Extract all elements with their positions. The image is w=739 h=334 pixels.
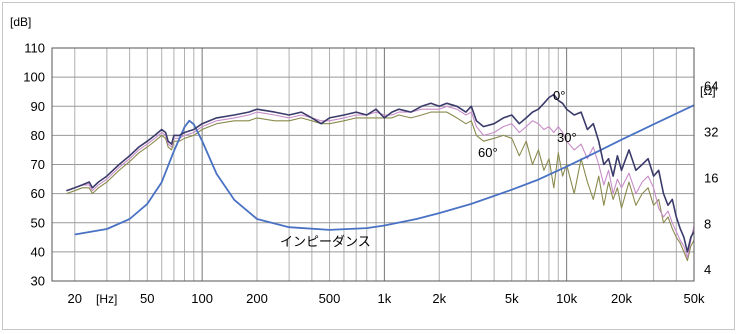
y-right-tick-label: 8 bbox=[704, 216, 711, 231]
y-tick-label: 100 bbox=[23, 70, 45, 85]
x-tick-label: 20 bbox=[68, 291, 82, 306]
y-tick-label: 90 bbox=[31, 99, 45, 114]
y-right-tick-label: 4 bbox=[704, 262, 711, 277]
y-tick-label: 60 bbox=[31, 186, 45, 201]
x-tick-label: 5k bbox=[505, 291, 519, 306]
x-tick-label: 2k bbox=[432, 291, 446, 306]
x-tick-label: 50 bbox=[140, 291, 154, 306]
series-line-impedance bbox=[74, 104, 695, 236]
annotation-30-deg: 30° bbox=[557, 130, 577, 145]
y-right-axis-label: [Ω] bbox=[700, 84, 716, 98]
x-tick-label: 1k bbox=[378, 291, 392, 306]
y-right-tick-label: 16 bbox=[704, 170, 718, 185]
annotation-impedance: インピーダンス bbox=[280, 234, 371, 249]
x-tick-label: 50k bbox=[684, 291, 705, 306]
x-tick-label: 100 bbox=[191, 291, 213, 306]
x-tick-label: 500 bbox=[319, 291, 341, 306]
y-axis-label: [dB] bbox=[10, 15, 31, 29]
y-tick-label: 30 bbox=[31, 274, 45, 289]
y-right-tick-label: 32 bbox=[704, 125, 718, 140]
x-tick-label: 200 bbox=[246, 291, 268, 306]
y-tick-label: 50 bbox=[31, 215, 45, 230]
series-lines bbox=[66, 93, 695, 262]
series-line-0-deg bbox=[66, 93, 695, 253]
plot-border bbox=[51, 47, 695, 282]
y-tick-label: 80 bbox=[31, 128, 45, 143]
x-tick-label: 20k bbox=[611, 291, 632, 306]
y-tick-label: 40 bbox=[31, 244, 45, 259]
series-line-30-deg bbox=[66, 105, 695, 259]
y-right-tick-label: 64 bbox=[704, 79, 718, 94]
y-tick-label: 70 bbox=[31, 157, 45, 172]
y-tick-label: 110 bbox=[24, 41, 45, 56]
x-tick-label: 10k bbox=[556, 291, 577, 306]
annotation-60-deg: 60° bbox=[478, 145, 498, 160]
x-axis-label: [Hz] bbox=[96, 292, 117, 306]
tick-labels: 30 40 50 60 70 80 90 100 110 20 50 100 200 500 1k 2k 5k 1… bbox=[23, 41, 718, 307]
annotation-0-deg: 0° bbox=[553, 88, 565, 103]
series-line-60-deg bbox=[66, 111, 695, 262]
grid bbox=[52, 47, 695, 282]
